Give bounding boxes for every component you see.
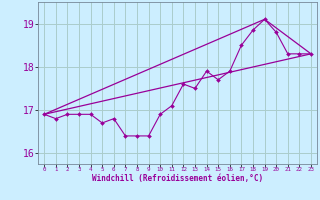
X-axis label: Windchill (Refroidissement éolien,°C): Windchill (Refroidissement éolien,°C) <box>92 174 263 183</box>
